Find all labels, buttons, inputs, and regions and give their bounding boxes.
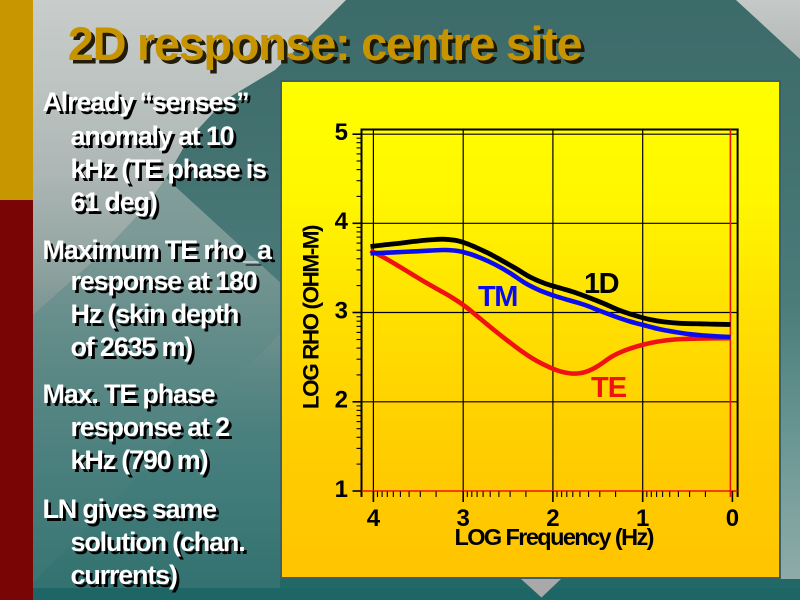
svg-text:TM: TM	[478, 281, 517, 313]
svg-text:2: 2	[335, 387, 348, 414]
svg-text:1: 1	[335, 476, 348, 503]
svg-text:TE: TE	[591, 372, 627, 404]
svg-text:3: 3	[457, 505, 470, 532]
svg-text:5: 5	[335, 119, 348, 146]
svg-text:3: 3	[335, 297, 348, 324]
svg-text:4: 4	[335, 208, 349, 235]
svg-text:1D: 1D	[584, 268, 619, 300]
svg-text:LOG RHO (OHM-M): LOG RHO (OHM-M)	[299, 225, 324, 409]
svg-text:0: 0	[726, 505, 739, 532]
svg-text:4: 4	[367, 505, 381, 532]
svg-text:2: 2	[546, 505, 559, 532]
svg-text:LOG Frequency (Hz): LOG Frequency (Hz)	[455, 524, 654, 550]
svg-text:1: 1	[636, 505, 649, 532]
